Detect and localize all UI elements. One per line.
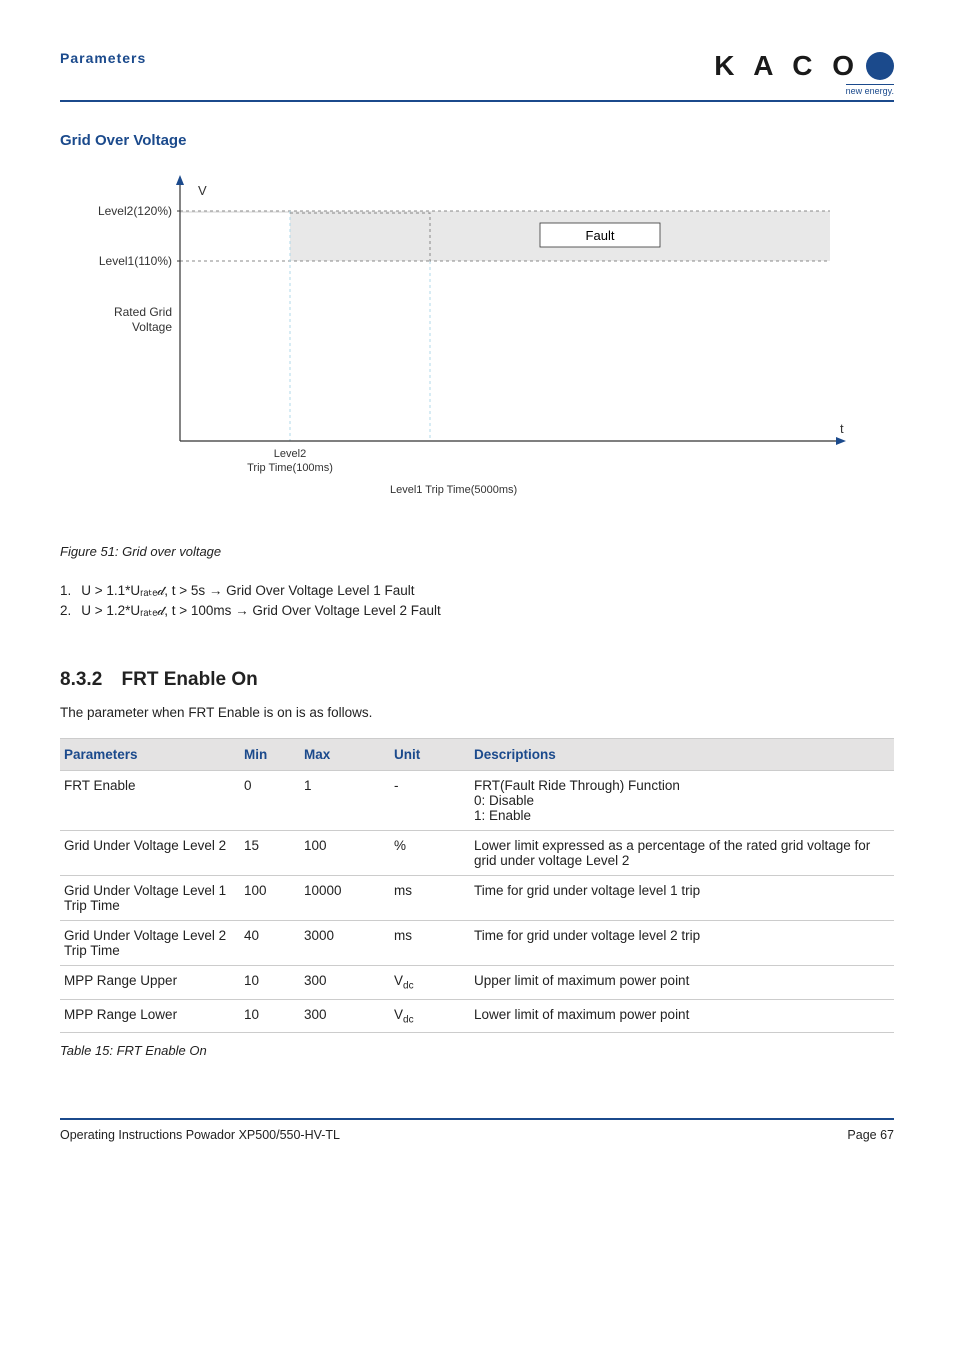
chart-svg: Level2(120%) Level1(110%) Rated GridVoltag… (60, 161, 860, 521)
svg-text:Trip Time(100ms): Trip Time(100ms) (247, 462, 333, 474)
cell: ms (390, 921, 470, 966)
cell: 10 (240, 999, 300, 1033)
table-header-row: ParametersMinMaxUnitDescriptions (60, 739, 894, 771)
cell: FRT(Fault Ride Through) Function0: Disab… (470, 771, 894, 831)
cell: 300 (300, 966, 390, 1000)
cell: 1 (300, 771, 390, 831)
section-title: FRT Enable On (122, 669, 258, 690)
col-0: Parameters (60, 739, 240, 771)
svg-text:Voltage: Voltage (132, 320, 172, 334)
cell: - (390, 771, 470, 831)
figure-caption: Figure 51: Grid over voltage (60, 544, 894, 559)
svg-text:Level1 Trip Time(5000ms): Level1 Trip Time(5000ms) (390, 484, 517, 496)
svg-text:Fault: Fault (586, 228, 615, 243)
table-row: Grid Under Voltage Level 1 Trip Time1001… (60, 876, 894, 921)
frt-parameters-table: ParametersMinMaxUnitDescriptions FRT Ena… (60, 738, 894, 1033)
cell: 10 (240, 966, 300, 1000)
section-number: 8.3.2 (60, 669, 102, 690)
condition-2: U > 1.2*Uᵣₐₜₑ𝒹, t > 100ms → Grid Over Vo… (60, 603, 894, 619)
cell: Grid Under Voltage Level 1 Trip Time (60, 876, 240, 921)
svg-text:Level1(110%): Level1(110%) (99, 254, 172, 268)
cell: Time for grid under voltage level 2 trip (470, 921, 894, 966)
cell: 40 (240, 921, 300, 966)
cell: Upper limit of maximum power point (470, 966, 894, 1000)
cell: FRT Enable (60, 771, 240, 831)
svg-text:Rated Grid: Rated Grid (114, 305, 172, 319)
cell: Grid Under Voltage Level 2 (60, 831, 240, 876)
svg-text:V: V (198, 183, 207, 198)
svg-text:Level2: Level2 (274, 448, 306, 460)
cell: Time for grid under voltage level 1 trip (470, 876, 894, 921)
table-caption: Table 15: FRT Enable On (60, 1043, 894, 1058)
grid-over-voltage-heading: Grid Over Voltage (60, 132, 894, 149)
logo: K A C O (714, 50, 894, 82)
frt-section-desc: The parameter when FRT Enable is on is a… (60, 705, 894, 720)
col-1: Min (240, 739, 300, 771)
section-label: Parameters (60, 50, 146, 66)
col-4: Descriptions (470, 739, 894, 771)
cell: % (390, 831, 470, 876)
cell: Lower limit expressed as a percentage of… (470, 831, 894, 876)
logo-swirl-icon (866, 52, 894, 80)
col-3: Unit (390, 739, 470, 771)
cell: 15 (240, 831, 300, 876)
cell: 100 (300, 831, 390, 876)
table-row: MPP Range Lower10300VdcLower limit of ma… (60, 999, 894, 1033)
conditions-list: U > 1.1*Uᵣₐₜₑ𝒹, t > 5s → Grid Over Volta… (60, 583, 894, 619)
cell: Lower limit of maximum power point (470, 999, 894, 1033)
cell: 0 (240, 771, 300, 831)
table-body: FRT Enable01-FRT(Fault Ride Through) Fun… (60, 771, 894, 1033)
footer-right: Page 67 (847, 1128, 894, 1142)
cell: MPP Range Upper (60, 966, 240, 1000)
cell: Grid Under Voltage Level 2 Trip Time (60, 921, 240, 966)
page-header: Parameters K A C O new energy. (60, 50, 894, 102)
cell: 10000 (300, 876, 390, 921)
condition-1: U > 1.1*Uᵣₐₜₑ𝒹, t > 5s → Grid Over Volta… (60, 583, 894, 599)
cell: MPP Range Lower (60, 999, 240, 1033)
logo-area: K A C O new energy. (714, 50, 894, 96)
cell: 300 (300, 999, 390, 1033)
page-footer: Operating Instructions Powador XP500/550… (60, 1118, 894, 1142)
footer-left: Operating Instructions Powador XP500/550… (60, 1128, 340, 1142)
svg-text:Level2(120%): Level2(120%) (98, 204, 172, 218)
cell: ms (390, 876, 470, 921)
svg-text:t: t (840, 421, 844, 436)
table-row: Grid Under Voltage Level 215100%Lower li… (60, 831, 894, 876)
col-2: Max (300, 739, 390, 771)
cell: Vdc (390, 999, 470, 1033)
frt-section-heading: 8.3.2 FRT Enable On (60, 669, 894, 691)
cell: 100 (240, 876, 300, 921)
table-row: Grid Under Voltage Level 2 Trip Time4030… (60, 921, 894, 966)
cell: 3000 (300, 921, 390, 966)
grid-over-voltage-chart: Level2(120%) Level1(110%) Rated GridVoltag… (60, 161, 894, 524)
table-row: MPP Range Upper10300VdcUpper limit of ma… (60, 966, 894, 1000)
cell: Vdc (390, 966, 470, 1000)
logo-tagline: new energy. (846, 84, 894, 96)
table-row: FRT Enable01-FRT(Fault Ride Through) Fun… (60, 771, 894, 831)
